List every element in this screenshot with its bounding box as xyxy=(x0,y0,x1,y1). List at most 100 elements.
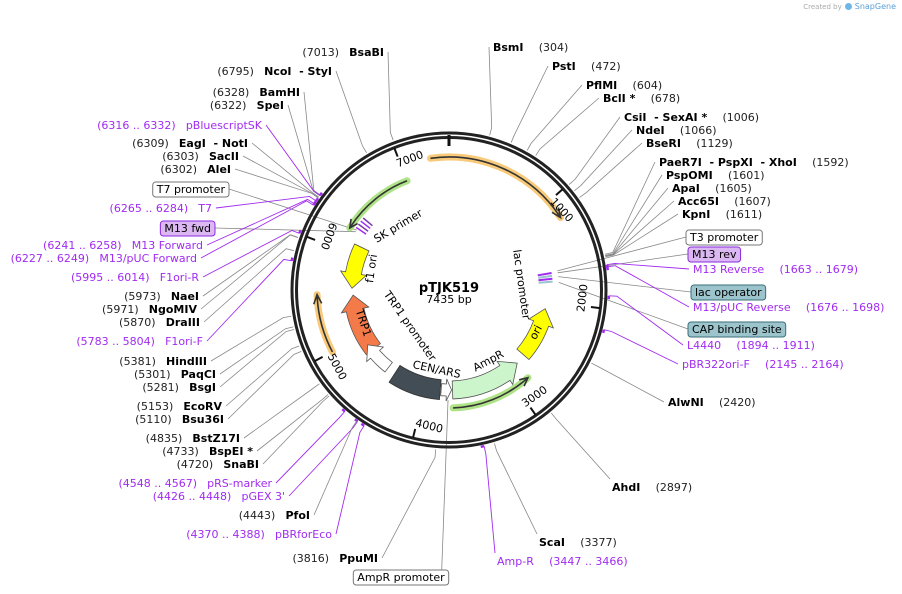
site-position: (5870) xyxy=(119,316,156,329)
site-name: PaeR7I - PspXI - XhoI xyxy=(659,156,797,169)
feature-label-text: lac operator xyxy=(695,286,762,299)
site-name: SnaBI xyxy=(223,458,259,471)
leader-line xyxy=(574,129,633,191)
enzyme-site-hindiii[interactable]: (5381) HindIII xyxy=(119,350,207,369)
feature-label-t3-promoter[interactable]: T3 promoter xyxy=(685,229,763,246)
site-name: ApaI xyxy=(672,182,700,195)
leader-line xyxy=(494,443,538,535)
enzyme-site-sacii[interactable]: (6303) SacII xyxy=(162,145,239,164)
site-name: M13 Forward xyxy=(132,239,203,252)
ori-label: ori xyxy=(527,323,545,342)
leader-line xyxy=(203,248,295,323)
enzyme-site-csii-sexai[interactable]: CsiI - SexAI * (1006) xyxy=(624,106,759,125)
site-position: (3816) xyxy=(292,552,329,565)
site-position: (5971) xyxy=(102,303,139,316)
leader-line xyxy=(483,446,496,554)
enzyme-site-acc65i[interactable]: Acc65I (1607) xyxy=(678,190,771,209)
enzyme-site-eagi-noti[interactable]: (6309) EagI - NotI xyxy=(132,132,248,151)
primer-site-pbr322ori-f[interactable]: pBR322ori-F (2145 .. 2164) xyxy=(682,353,844,372)
feature-label-box xyxy=(690,284,767,301)
site-name: PflMI xyxy=(586,79,617,92)
feature-label-m13-rev[interactable]: M13 rev xyxy=(687,246,742,263)
enzyme-site-bstz17i[interactable]: (4835) BstZ17I xyxy=(146,427,240,446)
enzyme-site-bsmi[interactable]: BsmI (304) xyxy=(493,36,568,55)
leader-line xyxy=(234,168,319,199)
enzyme-site-ndei[interactable]: NdeI (1066) xyxy=(636,119,716,138)
primer-site-t7[interactable]: (6265 .. 6284) T7 xyxy=(110,197,212,216)
enzyme-site-psti[interactable]: PstI (472) xyxy=(552,55,621,74)
primer-site-l4440[interactable]: L4440 (1894 .. 1911) xyxy=(687,334,815,353)
enzyme-site-bsgi[interactable]: (5281) BsgI xyxy=(142,376,216,395)
site-name: PpuMI xyxy=(339,552,378,565)
enzyme-site-ahdi[interactable]: AhdI (2897) xyxy=(612,476,692,495)
enzyme-site-bamhi[interactable]: (6328) BamHI xyxy=(213,81,300,100)
enzyme-site-ncoi-styi[interactable]: (6795) NcoI - StyI xyxy=(217,60,332,79)
feature-label-m13-fwd[interactable]: M13 fwd xyxy=(159,220,216,237)
primer-binding-mark xyxy=(318,192,323,197)
feature-label-box xyxy=(687,246,742,263)
scale-tick-mark xyxy=(314,356,324,363)
enzyme-site-draiii[interactable]: (5870) DraIII xyxy=(119,311,200,330)
enzyme-site-ngomiv[interactable]: (5971) NgoMIV xyxy=(102,298,197,317)
ori-arrow xyxy=(516,308,555,361)
primer-site-m13-puc-forward[interactable]: (6227 .. 6249) M13/pUC Forward xyxy=(11,247,197,266)
enzyme-site-alei[interactable]: (6302) AleI xyxy=(160,158,231,177)
leader-line xyxy=(605,213,679,258)
primer-site-amp-r[interactable]: Amp-R (3447 .. 3466) xyxy=(497,550,628,569)
site-position: (6316 .. 6332) xyxy=(97,119,176,132)
enzyme-site-bseri[interactable]: BseRI (1129) xyxy=(646,132,733,151)
leader-line xyxy=(550,412,611,480)
enzyme-site-ecorv[interactable]: (5153) EcoRV xyxy=(137,395,223,414)
feature-label-lac-operator[interactable]: lac operator xyxy=(690,284,767,301)
enzyme-site-spei[interactable]: (6322) SpeI xyxy=(210,94,284,113)
primer-site-m13-puc-reverse[interactable]: M13/pUC Reverse (1676 .. 1698) xyxy=(693,296,884,315)
site-name: F1ori-R xyxy=(160,271,200,284)
primer-site-pbluescriptsk[interactable]: (6316 .. 6332) pBluescriptSK xyxy=(97,114,263,133)
feature-label-t7-promoter[interactable]: T7 promoter xyxy=(152,181,230,198)
primer-site-pbrforeco[interactable]: (4370 .. 4388) pBRforEco xyxy=(186,523,332,542)
enzyme-site-bsabi[interactable]: (7013) BsaBI xyxy=(302,41,384,60)
site-position: (6328) xyxy=(213,86,250,99)
site-name: SpeI xyxy=(257,99,284,112)
leader-line xyxy=(387,51,394,141)
enzyme-site-bspei[interactable]: (4733) BspEI * xyxy=(162,440,253,459)
enzyme-site-paqci[interactable]: (5301) PaqCI xyxy=(134,363,216,382)
enzyme-site-pspomi[interactable]: PspOMI (1601) xyxy=(666,164,765,183)
site-position: (2897) xyxy=(656,481,693,494)
primer-site-m13-forward[interactable]: (6241 .. 6258) M13 Forward xyxy=(43,234,203,253)
site-position: (2145 .. 2164) xyxy=(765,358,844,371)
orange-feature-arc-top xyxy=(426,153,565,222)
site-name: CsiI - SexAI * xyxy=(624,111,707,124)
leader-line xyxy=(510,65,549,143)
primer-site-pgex-3[interactable]: (4426 .. 4448) pGEX 3' xyxy=(153,485,285,504)
feature-label-box xyxy=(685,229,763,246)
enzyme-site-alwni[interactable]: AlwNI (2420) xyxy=(668,391,756,410)
enzyme-site-naei[interactable]: (5973) NaeI xyxy=(124,285,199,304)
snapgene-credit: Created by SnapGene xyxy=(803,2,896,11)
lac-operator-mark xyxy=(537,272,552,277)
enzyme-site-ppumi[interactable]: (3816) PpuMI xyxy=(292,547,378,566)
scale-tick-label: 4000 xyxy=(414,416,444,435)
enzyme-site-apai[interactable]: ApaI (1605) xyxy=(672,177,752,196)
primer-site-m13-reverse[interactable]: M13 Reverse (1663 .. 1679) xyxy=(693,258,858,277)
primer-site-prs-marker[interactable]: (4548 .. 4567) pRS-marker xyxy=(118,472,272,491)
feature-label-cap-binding-site[interactable]: CAP binding site xyxy=(687,321,787,338)
enzyme-site-kpni[interactable]: KpnI (1611) xyxy=(682,203,762,222)
feature-label-box xyxy=(159,220,216,237)
f1-ori-label: f1 ori xyxy=(363,253,380,283)
enzyme-site-paer7i-pspxi-xhoi[interactable]: PaeR7I - PspXI - XhoI (1592) xyxy=(659,151,849,170)
feature-label-ampr-promoter[interactable]: AmpR promoter xyxy=(352,569,450,586)
enzyme-site-pflmi[interactable]: PflMI (604) xyxy=(586,74,662,93)
leader-line xyxy=(607,265,690,308)
enzyme-site-bsu36i[interactable]: (5110) Bsu36I xyxy=(135,408,224,427)
enzyme-site-snabi[interactable]: (4720) SnaBI xyxy=(177,453,259,472)
site-position: (5973) xyxy=(124,290,161,303)
leader-line xyxy=(591,362,665,403)
primer-site-f1ori-f[interactable]: (5783 .. 5804) F1ori-F xyxy=(76,330,203,349)
primer-site-f1ori-r[interactable]: (5995 .. 6014) F1ori-R xyxy=(71,266,199,285)
plasmid-name: pTJK519 xyxy=(419,281,479,296)
enzyme-site-pfoi[interactable]: (4443) PfoI xyxy=(239,504,310,523)
scale-tick-mark xyxy=(529,406,537,416)
enzyme-site-bcli[interactable]: BclI * (678) xyxy=(603,87,680,106)
enzyme-site-scai[interactable]: ScaI (3377) xyxy=(539,531,617,550)
